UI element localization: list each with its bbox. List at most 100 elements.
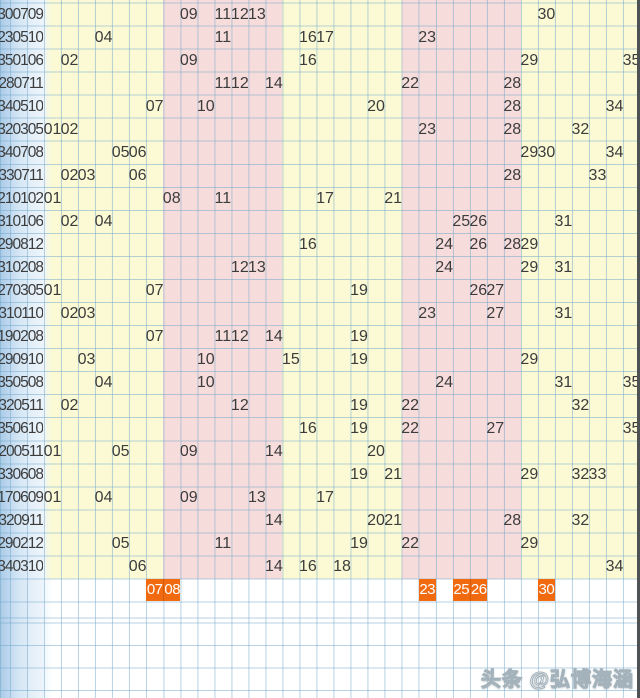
draw-row: 290812 16 24 26 28 29: [0, 233, 640, 256]
row-label: 310110: [0, 305, 43, 323]
row-label: 170609: [0, 489, 43, 507]
row-label: 320511: [0, 397, 43, 415]
number-cell: 27: [486, 281, 505, 299]
row-label: 350508: [0, 374, 43, 392]
number-cell: 29: [520, 143, 539, 161]
number-cell: 19: [350, 281, 368, 299]
number-cell: 23: [418, 120, 437, 138]
number-cell: 03: [77, 305, 96, 323]
number-cell: 12: [230, 5, 249, 23]
draw-row: 310110 02 03 23 27 31: [0, 302, 640, 325]
number-cell: 22: [401, 535, 420, 553]
watermark: 头条 @弘博海涵: [480, 669, 634, 692]
number-cell: 02: [60, 166, 79, 184]
number-cell: 14: [264, 512, 283, 530]
row-label: 310106: [0, 212, 43, 230]
row-label: 340310: [0, 558, 43, 576]
row-label: 210102: [0, 189, 43, 207]
row-label: 340708: [0, 143, 43, 161]
number-cell: 14: [264, 328, 283, 346]
row-label: 300709: [0, 5, 43, 23]
number-cell: 02: [60, 120, 79, 138]
row-label: 340510: [0, 97, 43, 115]
number-cell: 02: [60, 51, 79, 69]
number-cell: 28: [503, 512, 522, 530]
row-label: 350106: [0, 51, 43, 69]
number-cell: 20: [367, 443, 385, 461]
number-cell: 01: [43, 489, 62, 507]
number-cell: 28: [503, 97, 522, 115]
number-cell: 07: [145, 281, 164, 299]
draw-row: 170609 01 04 09 13 17: [0, 486, 640, 509]
number-cell: 11: [214, 5, 232, 23]
highlighted-number-cell: 26: [469, 579, 487, 601]
row-label: 320305: [0, 120, 43, 138]
draw-row: 300709 09 11 12 13 30: [0, 3, 640, 26]
number-cell: 11: [214, 74, 232, 92]
draw-row: 290212 05 11 19 22 29: [0, 532, 640, 555]
number-cell: 16: [299, 420, 317, 438]
highlighted-number-cell: 30: [537, 579, 555, 601]
number-cell: 09: [179, 489, 198, 507]
number-cell: 22: [401, 420, 420, 438]
number-cell: 29: [520, 466, 539, 484]
number-cell: 19: [350, 420, 368, 438]
number-cell: 33: [588, 466, 607, 484]
number-cell: 31: [554, 374, 573, 392]
number-cell: 24: [435, 258, 454, 276]
draw-row: 340310 06 14 16 18 34: [0, 555, 640, 578]
number-cell: 23: [418, 305, 437, 323]
number-cell: 08: [162, 189, 181, 207]
number-cell: 32: [571, 512, 590, 530]
number-cell: 26: [469, 235, 488, 253]
number-cell: 32: [571, 466, 590, 484]
number-cell: 20: [367, 512, 385, 530]
scrollbar[interactable]: [637, 0, 640, 698]
number-cell: 32: [571, 120, 590, 138]
number-cell: 23: [418, 28, 437, 46]
number-cell: 01: [43, 120, 62, 138]
row-label: 290212: [0, 535, 43, 553]
number-cell: 15: [282, 351, 300, 369]
number-cell: 06: [128, 558, 147, 576]
number-cell: 21: [384, 466, 402, 484]
number-cell: 01: [43, 443, 62, 461]
number-cell: 16: [299, 235, 317, 253]
highlighted-number-cell: 25: [452, 579, 470, 601]
row-label: 290812: [0, 235, 43, 253]
row-label: 310208: [0, 258, 43, 276]
number-cell: 04: [94, 212, 113, 230]
number-cell: 12: [230, 397, 249, 415]
number-cell: 01: [43, 189, 62, 207]
number-cell: 26: [469, 281, 488, 299]
number-cell: 24: [435, 235, 454, 253]
draw-row: 350610 16 19 22 27 35: [0, 417, 640, 440]
draw-row: 320911 14 20 21 28 32: [0, 509, 640, 532]
number-cell: 09: [179, 443, 198, 461]
number-cell: 21: [384, 189, 402, 207]
number-cell: 13: [247, 5, 266, 23]
grid-horizontal-lines-footer: [0, 603, 640, 698]
highlighted-number-cell: 07: [146, 579, 164, 601]
number-cell: 25: [452, 212, 471, 230]
draw-row: 280711 11 12 14 22 28: [0, 72, 640, 95]
number-cell: 03: [77, 166, 96, 184]
number-cell: 12: [230, 258, 249, 276]
number-cell: 06: [128, 166, 147, 184]
draw-row: 200511 01 05 09 14 20: [0, 440, 640, 463]
row-label: 330711: [0, 166, 43, 184]
number-cell: 10: [196, 351, 215, 369]
number-cell: 16: [299, 28, 317, 46]
number-cell: 09: [179, 51, 198, 69]
draw-row: 310208 12 13 24 29 31: [0, 256, 640, 279]
number-cell: 12: [230, 74, 249, 92]
number-cell: 16: [299, 51, 317, 69]
number-cell: 34: [605, 97, 624, 115]
draw-row: 330711 02 03 06 28 33: [0, 164, 640, 187]
number-cell: 12: [230, 328, 249, 346]
number-cell: 11: [214, 328, 232, 346]
draw-row: 340708 05 06 29 30 34: [0, 141, 640, 164]
row-label: 230510: [0, 28, 43, 46]
number-cell: 19: [350, 535, 368, 553]
